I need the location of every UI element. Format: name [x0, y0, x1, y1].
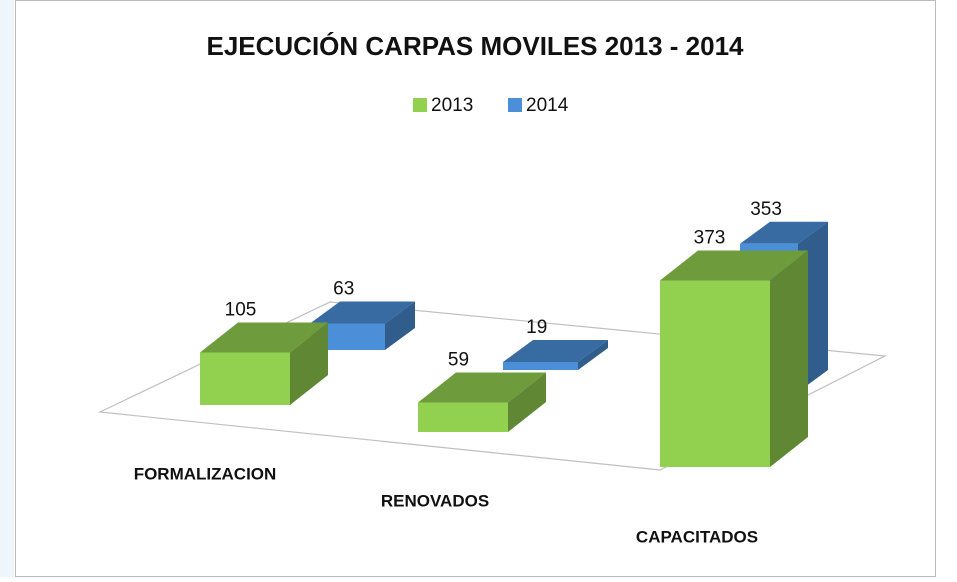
bar-side: [508, 372, 546, 432]
bar: [660, 250, 808, 467]
bar: [310, 301, 415, 350]
bar: [200, 322, 328, 405]
bar-side: [290, 322, 328, 405]
x-tick-label: CAPACITADOS: [636, 527, 758, 546]
x-tick-label: RENOVADOS: [381, 491, 489, 510]
bar-top: [740, 221, 828, 244]
data-label: 63: [333, 279, 354, 300]
data-label: 19: [526, 317, 547, 338]
bar: [503, 340, 608, 370]
bar-side: [385, 301, 415, 350]
bar-front: [660, 280, 770, 467]
bar-top: [660, 250, 808, 281]
bar-front: [503, 362, 578, 370]
legend-label: 2013: [431, 95, 473, 116]
bar-top: [418, 372, 546, 403]
data-label: 59: [448, 350, 469, 371]
legend-label: 2014: [526, 95, 569, 116]
bar-top: [503, 340, 608, 363]
chart-title: EJECUCIÓN CARPAS MOVILES 2013 - 2014: [206, 31, 744, 61]
bar-side: [770, 250, 808, 467]
bar: [418, 372, 546, 432]
legend-swatch: [508, 98, 522, 112]
side-strip: [0, 0, 14, 577]
legend-swatch: [413, 98, 427, 112]
bar-top: [200, 322, 328, 353]
bar-side: [578, 340, 608, 370]
data-label: 373: [694, 228, 726, 249]
bar-front: [200, 352, 290, 405]
data-label: 353: [750, 199, 782, 220]
data-label: 105: [225, 300, 257, 321]
bar-top: [310, 301, 415, 324]
x-tick-label: FORMALIZACION: [134, 464, 277, 483]
bar-front: [418, 402, 508, 432]
bar-front: [310, 323, 385, 350]
